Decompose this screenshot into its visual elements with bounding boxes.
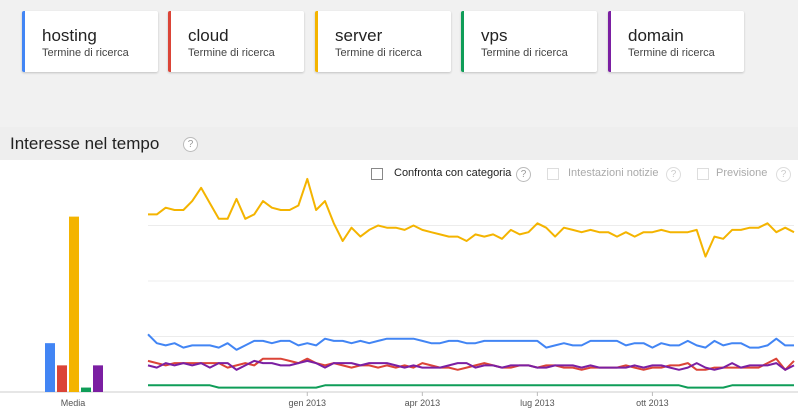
- help-icon[interactable]: ?: [516, 167, 531, 182]
- x-tick-label: ott 2013: [636, 398, 669, 408]
- average-bar-domain[interactable]: [93, 365, 103, 392]
- x-tick-label: gen 2013: [289, 398, 327, 408]
- x-tick-label: lug 2013: [520, 398, 555, 408]
- average-bars: Media: [45, 216, 103, 408]
- term-type: Termine di ricerca: [42, 47, 129, 59]
- chart-panel: [0, 160, 798, 412]
- term-name: server: [335, 26, 383, 45]
- average-bar-vps[interactable]: [81, 387, 91, 392]
- term-name: domain: [628, 26, 684, 45]
- series-line-server[interactable]: [148, 177, 795, 258]
- term-type: Termine di ricerca: [628, 47, 715, 59]
- average-bar-server[interactable]: [69, 216, 79, 392]
- term-card-domain[interactable]: domain Termine di ricerca: [608, 11, 744, 72]
- average-bar-cloud[interactable]: [57, 365, 67, 392]
- series-lines: [147, 177, 795, 389]
- term-name: hosting: [42, 26, 97, 45]
- term-type: Termine di ricerca: [188, 47, 275, 59]
- series-line-vps[interactable]: [148, 384, 794, 389]
- forecast-label: Previsione: [716, 167, 768, 179]
- news-headlines-checkbox[interactable]: [547, 168, 559, 180]
- section-title: Interesse nel tempo: [10, 134, 160, 153]
- term-card-cloud[interactable]: cloud Termine di ricerca: [168, 11, 304, 72]
- term-color-bar: [461, 11, 464, 72]
- news-headlines-label: Intestazioni notizie: [568, 167, 659, 179]
- term-type: Termine di ricerca: [335, 47, 422, 59]
- interest-chart: Media gen 2013 apr 2013 lug 2013 ott 2013: [0, 177, 798, 408]
- help-icon[interactable]: ?: [666, 167, 681, 182]
- x-axis-ticks: gen 2013 apr 2013 lug 2013 ott 2013: [289, 392, 669, 408]
- series-line-cloud[interactable]: [147, 357, 795, 371]
- help-icon[interactable]: ?: [776, 167, 791, 182]
- compare-category-label: Confronta con categoria: [394, 167, 512, 179]
- interest-over-time-header: Interesse nel tempo ?: [0, 127, 798, 160]
- term-color-bar: [22, 11, 25, 72]
- term-type: Termine di ricerca: [481, 47, 568, 59]
- series-line-hosting[interactable]: [147, 333, 794, 351]
- forecast-checkbox[interactable]: [697, 168, 709, 180]
- term-name: vps: [481, 26, 508, 45]
- term-card-hosting[interactable]: hosting Termine di ricerca: [22, 11, 158, 72]
- search-terms-bar: hosting Termine di ricerca cloud Termine…: [0, 0, 798, 95]
- x-tick-label: apr 2013: [405, 398, 441, 408]
- average-label: Media: [61, 398, 86, 408]
- compare-category-checkbox[interactable]: [371, 168, 383, 180]
- term-name: cloud: [188, 26, 229, 45]
- term-color-bar: [168, 11, 171, 72]
- term-card-vps[interactable]: vps Termine di ricerca: [461, 11, 597, 72]
- average-bar-hosting[interactable]: [45, 343, 55, 392]
- term-color-bar: [315, 11, 318, 72]
- term-card-server[interactable]: server Termine di ricerca: [315, 11, 451, 72]
- help-icon[interactable]: ?: [183, 137, 198, 152]
- term-color-bar: [608, 11, 611, 72]
- series-line-domain[interactable]: [147, 359, 795, 371]
- chart-gridlines: [0, 225, 798, 393]
